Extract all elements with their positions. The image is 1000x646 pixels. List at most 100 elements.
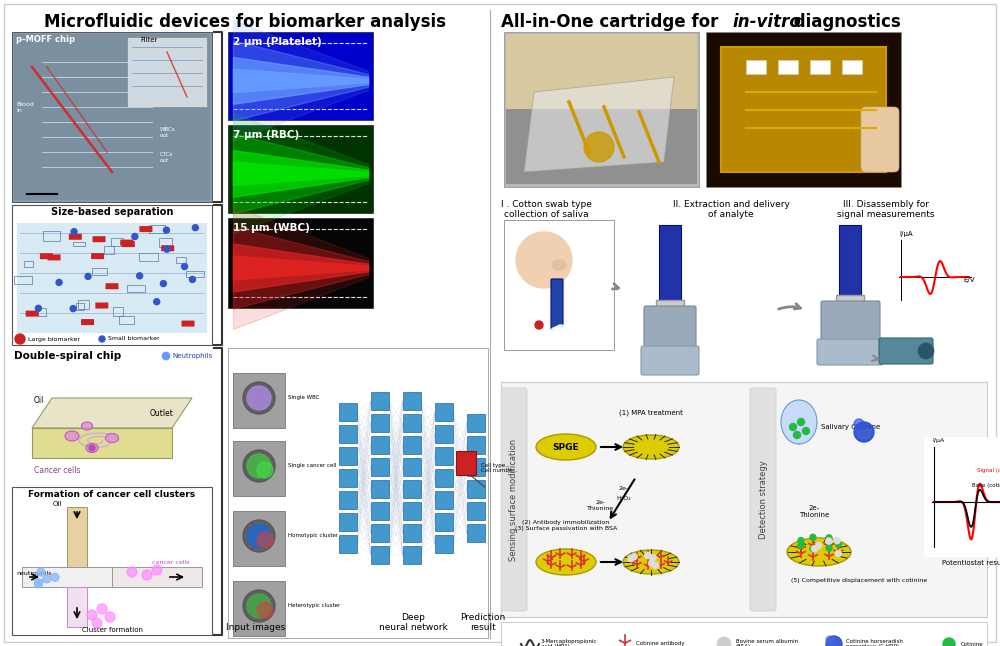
Ellipse shape bbox=[82, 422, 92, 430]
Circle shape bbox=[243, 520, 275, 552]
FancyBboxPatch shape bbox=[105, 283, 118, 289]
Bar bbox=[467, 414, 485, 432]
Text: CTCs
out: CTCs out bbox=[160, 152, 173, 163]
Text: E/V: E/V bbox=[963, 277, 974, 283]
Circle shape bbox=[554, 325, 568, 339]
Circle shape bbox=[826, 535, 832, 541]
Bar bbox=[371, 480, 389, 498]
Circle shape bbox=[35, 306, 41, 311]
Text: Detection strategy: Detection strategy bbox=[759, 460, 768, 539]
Bar bbox=[339, 403, 357, 421]
Circle shape bbox=[835, 541, 841, 547]
Text: Heterotypic cluster: Heterotypic cluster bbox=[288, 603, 340, 609]
Text: Cancer cells: Cancer cells bbox=[34, 466, 80, 475]
FancyBboxPatch shape bbox=[641, 346, 699, 375]
Circle shape bbox=[137, 273, 143, 279]
FancyBboxPatch shape bbox=[48, 255, 61, 260]
Bar bbox=[435, 469, 453, 487]
Circle shape bbox=[162, 352, 170, 360]
Circle shape bbox=[854, 419, 864, 429]
Bar bbox=[435, 425, 453, 443]
Bar bbox=[12, 205, 212, 345]
Circle shape bbox=[717, 637, 731, 646]
Circle shape bbox=[56, 280, 62, 286]
Polygon shape bbox=[32, 428, 172, 458]
Bar bbox=[721, 47, 886, 172]
Bar bbox=[111, 238, 123, 245]
FancyBboxPatch shape bbox=[879, 338, 933, 364]
Text: 7 μm (RBC): 7 μm (RBC) bbox=[233, 130, 299, 140]
Circle shape bbox=[516, 232, 572, 288]
Circle shape bbox=[51, 573, 59, 581]
Circle shape bbox=[648, 560, 655, 567]
Bar bbox=[78, 300, 89, 309]
Text: neutrophils: neutrophils bbox=[16, 571, 52, 576]
Bar bbox=[339, 469, 357, 487]
Bar bbox=[371, 458, 389, 476]
FancyBboxPatch shape bbox=[26, 311, 39, 317]
Circle shape bbox=[34, 579, 42, 588]
Circle shape bbox=[631, 553, 638, 560]
Bar bbox=[371, 502, 389, 520]
Bar bbox=[467, 458, 485, 476]
Bar bbox=[127, 286, 145, 293]
Circle shape bbox=[918, 343, 934, 359]
Bar bbox=[403, 414, 421, 432]
Bar bbox=[836, 295, 864, 303]
FancyBboxPatch shape bbox=[91, 253, 104, 259]
Bar bbox=[228, 125, 373, 213]
Text: All-in-One cartridge for: All-in-One cartridge for bbox=[501, 13, 730, 31]
Circle shape bbox=[163, 227, 169, 233]
Bar bbox=[228, 32, 373, 120]
Bar bbox=[456, 451, 476, 475]
Text: Salivary Cotinine: Salivary Cotinine bbox=[821, 424, 880, 430]
Text: Potentiostat result: Potentiostat result bbox=[942, 560, 1000, 566]
Circle shape bbox=[644, 552, 651, 559]
Ellipse shape bbox=[106, 433, 119, 443]
Bar bbox=[467, 436, 485, 454]
Bar bbox=[504, 220, 614, 350]
Circle shape bbox=[650, 554, 657, 561]
Circle shape bbox=[164, 246, 170, 252]
Circle shape bbox=[105, 612, 115, 622]
Bar bbox=[339, 447, 357, 465]
FancyBboxPatch shape bbox=[750, 388, 776, 611]
Bar bbox=[233, 373, 285, 428]
Bar bbox=[403, 436, 421, 454]
Text: Bovine serum albumin
(BSA): Bovine serum albumin (BSA) bbox=[736, 639, 798, 646]
Text: Oil: Oil bbox=[53, 501, 62, 507]
FancyBboxPatch shape bbox=[139, 226, 152, 232]
Circle shape bbox=[15, 334, 25, 344]
Text: Cotinine: Cotinine bbox=[961, 641, 984, 646]
Text: Deep
neural network: Deep neural network bbox=[379, 612, 447, 632]
Circle shape bbox=[243, 450, 275, 482]
FancyBboxPatch shape bbox=[81, 319, 94, 325]
Text: Single cancer cell: Single cancer cell bbox=[288, 463, 336, 468]
Bar bbox=[506, 34, 697, 111]
Text: Filter: Filter bbox=[140, 37, 157, 43]
Bar bbox=[17, 223, 207, 333]
Bar bbox=[403, 480, 421, 498]
Circle shape bbox=[99, 336, 105, 342]
Bar bbox=[403, 502, 421, 520]
Bar bbox=[139, 253, 158, 261]
Bar bbox=[435, 447, 453, 465]
Bar bbox=[371, 524, 389, 542]
Circle shape bbox=[811, 545, 818, 552]
Circle shape bbox=[826, 545, 832, 551]
FancyBboxPatch shape bbox=[95, 302, 108, 309]
FancyBboxPatch shape bbox=[40, 253, 53, 259]
Circle shape bbox=[142, 570, 152, 580]
Circle shape bbox=[628, 555, 635, 562]
Circle shape bbox=[247, 524, 271, 548]
Text: Cell type..
Cell number..: Cell type.. Cell number.. bbox=[481, 463, 518, 474]
Circle shape bbox=[854, 422, 874, 442]
Bar bbox=[403, 458, 421, 476]
Circle shape bbox=[790, 424, 796, 430]
Text: Formation of cancer cell clusters: Formation of cancer cell clusters bbox=[28, 490, 196, 499]
Text: 3-Mercaptopropionic
acid (MPA): 3-Mercaptopropionic acid (MPA) bbox=[541, 639, 598, 646]
Bar bbox=[656, 300, 684, 308]
Polygon shape bbox=[781, 400, 817, 444]
Circle shape bbox=[810, 534, 816, 540]
Bar bbox=[778, 60, 798, 74]
